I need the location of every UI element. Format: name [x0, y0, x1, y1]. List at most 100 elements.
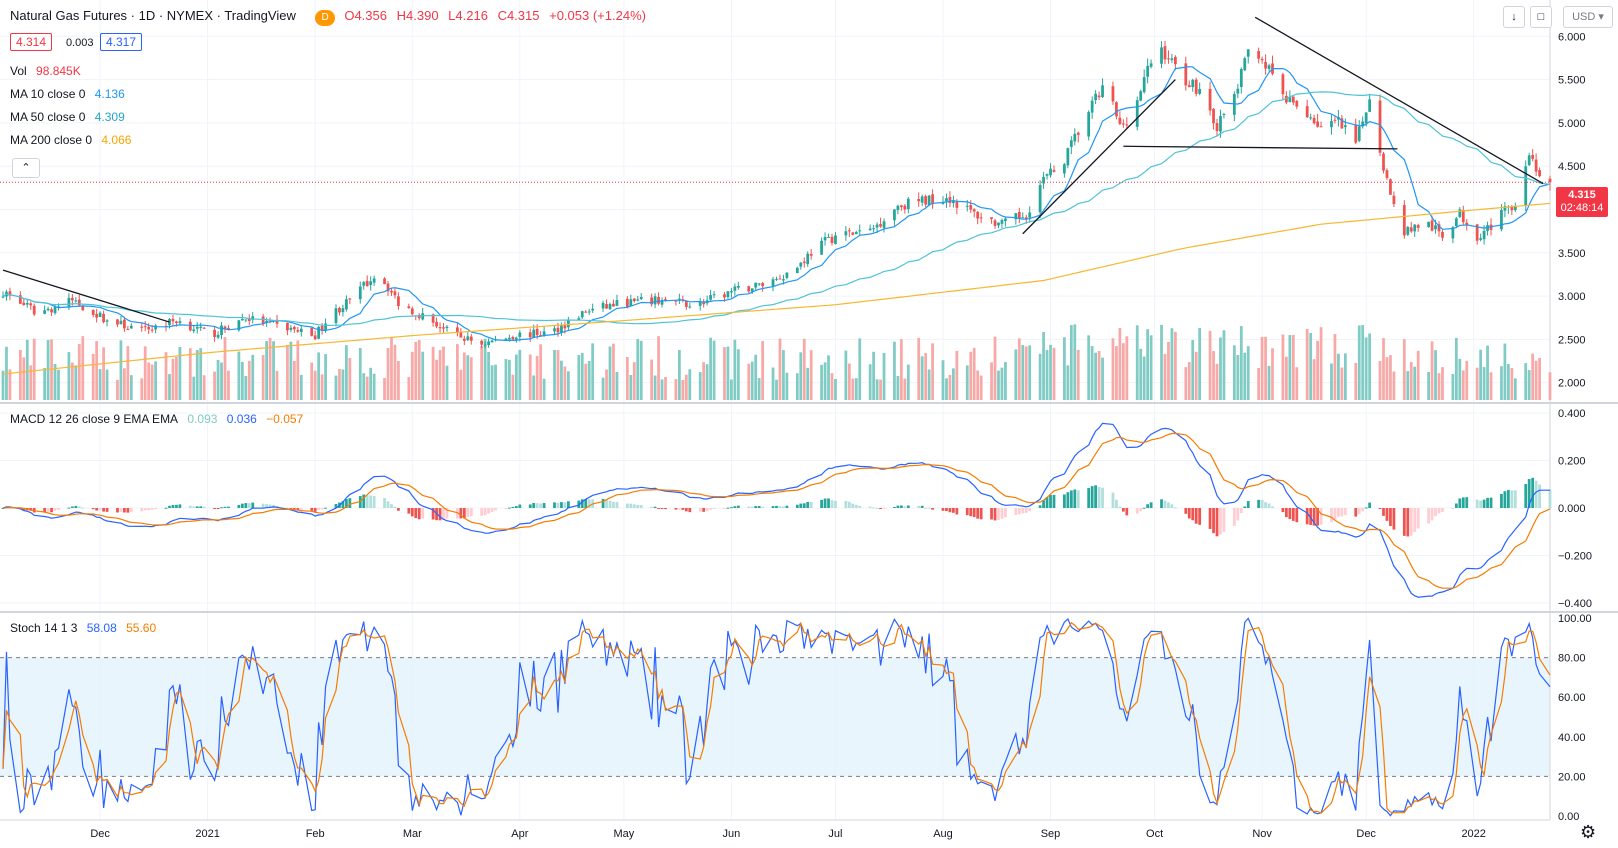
- volume-bar: [605, 369, 608, 400]
- candle-body: [945, 198, 948, 202]
- candle-body: [320, 326, 324, 331]
- candle-body: [299, 328, 303, 333]
- candle-body: [1402, 205, 1406, 236]
- volume-bar: [809, 350, 813, 400]
- macd-histogram-bar: [1479, 500, 1483, 508]
- volume-bar: [1364, 337, 1368, 400]
- volume-bar: [223, 337, 227, 400]
- macd-histogram-bar: [286, 507, 289, 509]
- volume-bar: [1118, 328, 1122, 400]
- volume-bar: [712, 340, 716, 400]
- bid-price[interactable]: 4.314: [10, 33, 53, 51]
- macd-histogram-bar: [216, 508, 220, 509]
- volume-bar: [577, 355, 581, 400]
- candle-body: [612, 303, 615, 307]
- volume-bar: [1548, 372, 1552, 400]
- x-tick-label: Mar: [403, 828, 422, 840]
- collapse-legend-button[interactable]: ⌃: [12, 158, 40, 178]
- macd-histogram-bar: [629, 503, 633, 508]
- macd-histogram-bar: [1285, 508, 1288, 518]
- volume-bar: [782, 350, 785, 400]
- axes: 2.0002.5003.0003.5004.0004.5005.0005.500…: [90, 31, 1592, 840]
- volume-bar: [847, 363, 851, 400]
- macd-histogram-bar: [1257, 499, 1261, 508]
- macd-histogram-bar: [1402, 508, 1406, 536]
- candle-body: [1538, 170, 1541, 177]
- candle-body: [348, 298, 352, 300]
- candle-body: [341, 308, 345, 313]
- candle-body: [893, 209, 896, 221]
- volume-bar: [625, 356, 629, 400]
- candle-body: [1167, 58, 1170, 60]
- candle-body: [116, 319, 119, 325]
- volume-bar: [1451, 373, 1455, 400]
- volume-bar: [1416, 350, 1420, 400]
- macd-line: [2, 422, 1550, 598]
- macd-histogram-bar: [1232, 508, 1236, 526]
- volume-bar: [1135, 325, 1139, 400]
- candle-body: [795, 267, 799, 274]
- candle-body: [556, 327, 560, 333]
- macd-histogram-bar: [1111, 492, 1115, 508]
- download-icon[interactable]: ↓: [1503, 6, 1525, 28]
- symbol-title[interactable]: Natural Gas Futures · 1D · NYMEX · Tradi…: [10, 8, 296, 23]
- candle-body: [1392, 195, 1396, 205]
- candle-body: [969, 205, 973, 210]
- macd-histogram-bar: [917, 505, 921, 508]
- macd-histogram-bar: [1461, 497, 1465, 508]
- ma50-line: [2, 91, 1551, 327]
- candle-body: [965, 205, 969, 207]
- candle-body: [1236, 88, 1240, 94]
- macd-histogram-bar: [920, 505, 924, 508]
- macd-histogram-bar: [1094, 485, 1097, 508]
- candle-body: [1170, 58, 1174, 61]
- volume-bar: [227, 370, 230, 400]
- x-tick-label: Dec: [1356, 828, 1376, 840]
- volume-bar: [1333, 334, 1337, 400]
- candle-body: [317, 326, 321, 339]
- macd-histogram-bar: [1264, 502, 1267, 508]
- candle-body: [487, 341, 490, 345]
- volume-bar: [723, 347, 726, 400]
- stoch-tick-label: 100.00: [1558, 613, 1592, 625]
- candle-body: [310, 327, 314, 336]
- volume-bar: [785, 372, 789, 400]
- macd-histogram-bar: [1191, 508, 1195, 521]
- price-tick-label: 2.000: [1558, 378, 1586, 390]
- macd-histogram-bar: [57, 508, 60, 510]
- volume-bar: [948, 375, 952, 400]
- volume-bar: [1073, 324, 1077, 400]
- candle-body: [1017, 211, 1021, 219]
- macd-histogram-bar: [1437, 508, 1441, 514]
- macd-histogram-bar: [563, 502, 567, 508]
- candle-body: [57, 306, 60, 308]
- stoch-band: [0, 657, 1550, 777]
- x-tick-label: Apr: [511, 828, 528, 840]
- macd-signal-value: −0.057: [266, 412, 304, 426]
- macd-histogram-bar: [95, 508, 99, 511]
- settings-gear-icon[interactable]: ⚙: [1580, 822, 1597, 842]
- candle-body: [1125, 124, 1129, 126]
- volume-bar: [459, 369, 463, 400]
- macd-histogram-bar: [1049, 494, 1052, 508]
- candle-body: [46, 308, 50, 311]
- ask-price[interactable]: 4.317: [100, 33, 143, 51]
- macd-histogram-bar: [345, 499, 348, 508]
- volume-bar: [799, 352, 803, 400]
- candle-body: [1500, 210, 1503, 230]
- candle-body: [410, 308, 414, 315]
- macd-histogram-bar: [1142, 507, 1146, 509]
- fullscreen-icon[interactable]: □: [1530, 6, 1552, 28]
- volume-bar: [50, 339, 53, 400]
- macd-histogram-bar: [81, 507, 85, 509]
- macd-histogram-bar: [1042, 500, 1045, 508]
- macd-histogram-bar: [709, 508, 712, 510]
- volume-bar: [261, 355, 265, 400]
- vol-value: 98.845K: [36, 64, 81, 78]
- macd-histogram-bar: [490, 508, 494, 512]
- volume-bar: [775, 379, 778, 400]
- volume-bar: [927, 369, 931, 400]
- currency-selector[interactable]: USD ▾: [1563, 6, 1613, 28]
- macd-histogram-bar: [605, 500, 608, 508]
